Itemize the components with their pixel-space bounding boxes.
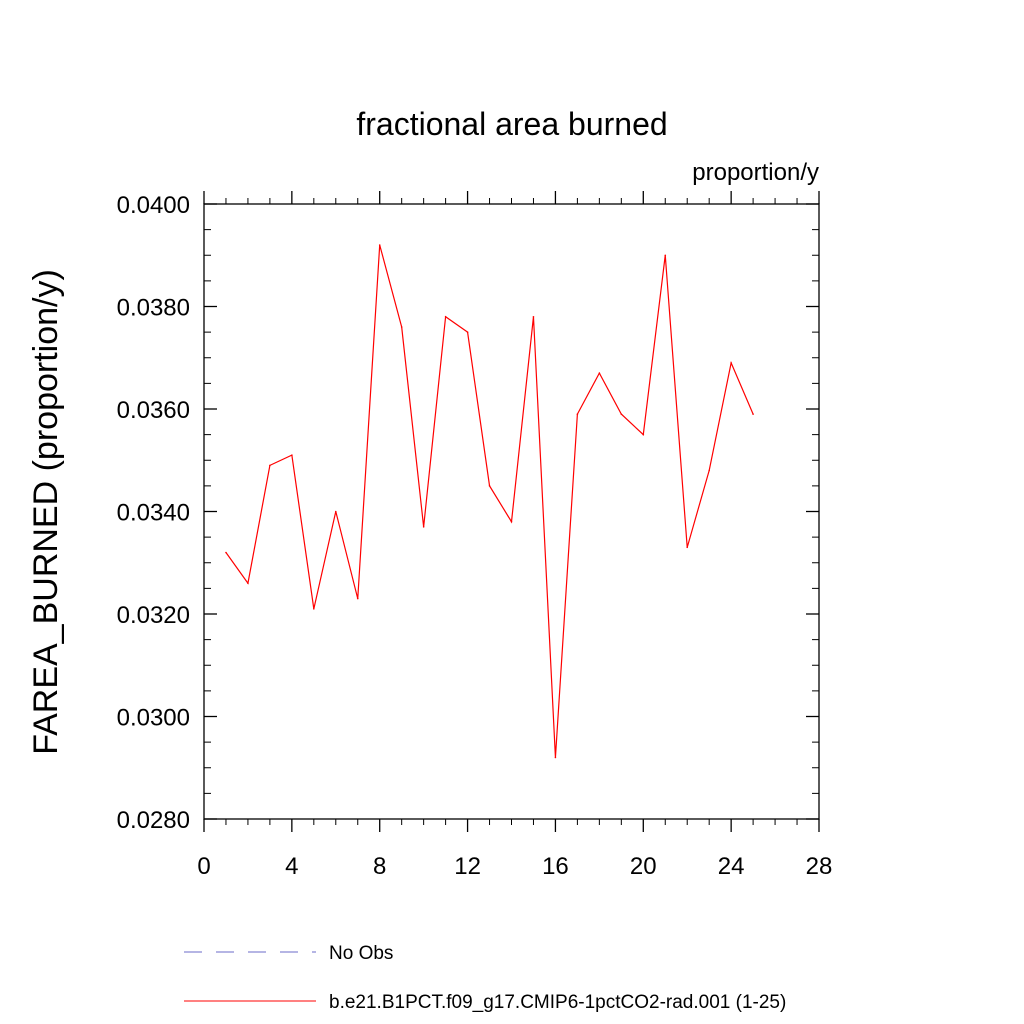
x-tick-label: 8 bbox=[373, 853, 386, 880]
y-tick-label: 0.0400 bbox=[117, 192, 190, 219]
data-point bbox=[269, 464, 271, 467]
data-point bbox=[598, 372, 601, 374]
data-point bbox=[488, 485, 491, 487]
data-point bbox=[708, 469, 710, 472]
y-tick-label: 0.0360 bbox=[117, 397, 190, 424]
x-tick-label: 16 bbox=[542, 853, 569, 880]
plot-frame bbox=[203, 203, 820, 820]
data-point bbox=[532, 315, 535, 318]
data-point bbox=[642, 433, 645, 436]
data-point bbox=[291, 454, 293, 456]
y-tick-label: 0.0380 bbox=[117, 295, 190, 322]
data-point bbox=[378, 244, 381, 246]
data-point bbox=[444, 315, 447, 318]
x-tick-label: 20 bbox=[630, 853, 657, 880]
data-point bbox=[356, 597, 359, 600]
data-point bbox=[620, 413, 623, 415]
series-layer bbox=[225, 244, 754, 759]
legend-label-1: b.e21.B1PCT.f09_g17.CMIP6-1pctCO2-rad.00… bbox=[329, 992, 786, 1013]
x-tick-label: 0 bbox=[197, 853, 210, 880]
y-axis-ticks: 0.0280 0.0300 0.0320 0.0340 0.0360 0.0380 0.04… bbox=[117, 192, 819, 834]
data-point bbox=[510, 520, 513, 523]
y-tick-label: 0.0280 bbox=[117, 807, 190, 834]
data-point bbox=[752, 413, 754, 415]
data-point bbox=[422, 526, 425, 528]
y-axis-label: FAREA_BURNED (proportion/y) bbox=[27, 269, 65, 755]
data-point bbox=[686, 546, 689, 549]
x-tick-label: 4 bbox=[285, 853, 298, 880]
x-tick-label: 24 bbox=[718, 853, 745, 880]
data-point bbox=[313, 608, 315, 610]
x-axis-ticks: 0 4 8 12 16 20 24 28 bbox=[197, 191, 832, 880]
data-point bbox=[554, 756, 557, 759]
x-tick-label: 28 bbox=[806, 853, 833, 880]
legend-label-0: No Obs bbox=[329, 943, 393, 964]
data-point bbox=[247, 582, 249, 585]
data-point bbox=[576, 413, 579, 415]
plot-border bbox=[203, 203, 820, 820]
data-point bbox=[225, 551, 227, 554]
data-point bbox=[664, 254, 667, 257]
y-tick-label: 0.0300 bbox=[117, 705, 190, 732]
series-line-1 bbox=[225, 244, 754, 758]
units-label: proportion/y bbox=[692, 159, 819, 186]
data-point bbox=[400, 326, 403, 328]
legend: No Obs b.e21.B1PCT.f09_g17.CMIP6-1pctCO2-… bbox=[184, 943, 786, 1013]
y-tick-label: 0.0340 bbox=[117, 500, 190, 527]
data-point bbox=[334, 510, 337, 513]
y-tick-label: 0.0320 bbox=[117, 602, 190, 629]
data-point bbox=[730, 362, 732, 364]
chart-title: fractional area burned bbox=[356, 106, 667, 142]
x-tick-label: 12 bbox=[454, 853, 481, 880]
data-point bbox=[466, 331, 469, 333]
